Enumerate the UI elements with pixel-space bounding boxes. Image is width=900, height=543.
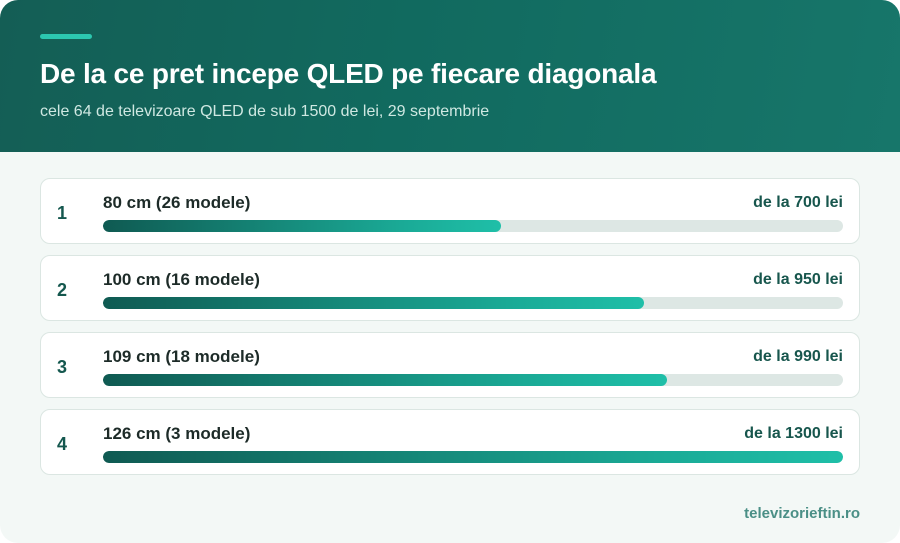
rank-number: 4 [57, 434, 68, 454]
bar-row: 4 126 cm (3 modele) de la 1300 lei [40, 409, 860, 475]
bar-track [103, 297, 843, 309]
bar-list: 1 80 cm (26 modele) de la 700 lei 2 100 … [40, 178, 860, 486]
bar-track [103, 374, 843, 386]
bar-fill [103, 297, 644, 309]
header-banner: De la ce pret incepe QLED pe fiecare dia… [0, 0, 900, 152]
chart-subtitle: cele 64 de televizoare QLED de sub 1500 … [40, 103, 490, 120]
price-label: de la 1300 lei [744, 425, 843, 442]
bar-row: 1 80 cm (26 modele) de la 700 lei [40, 178, 860, 244]
bar-fill [103, 220, 502, 232]
price-label: de la 950 lei [753, 271, 843, 288]
rank-number: 1 [57, 203, 68, 223]
price-label: de la 700 lei [753, 194, 843, 211]
category-label: 126 cm (3 modele) [103, 424, 251, 443]
chart-title: De la ce pret incepe QLED pe fiecare dia… [40, 58, 657, 89]
bar-fill [103, 451, 843, 463]
category-label: 109 cm (18 modele) [103, 347, 260, 366]
category-label: 100 cm (16 modele) [103, 270, 260, 289]
source-credit: televizorieftin.ro [744, 505, 860, 522]
bar-row: 2 100 cm (16 modele) de la 950 lei [40, 255, 860, 321]
category-label: 80 cm (26 modele) [103, 193, 251, 212]
bar-row: 3 109 cm (18 modele) de la 990 lei [40, 332, 860, 398]
bar-track [103, 220, 843, 232]
bar-track [103, 451, 843, 463]
rank-number: 3 [57, 357, 68, 377]
bar-fill [103, 374, 667, 386]
price-label: de la 990 lei [753, 348, 843, 365]
rank-number: 2 [57, 280, 68, 300]
accent-line [40, 34, 92, 39]
